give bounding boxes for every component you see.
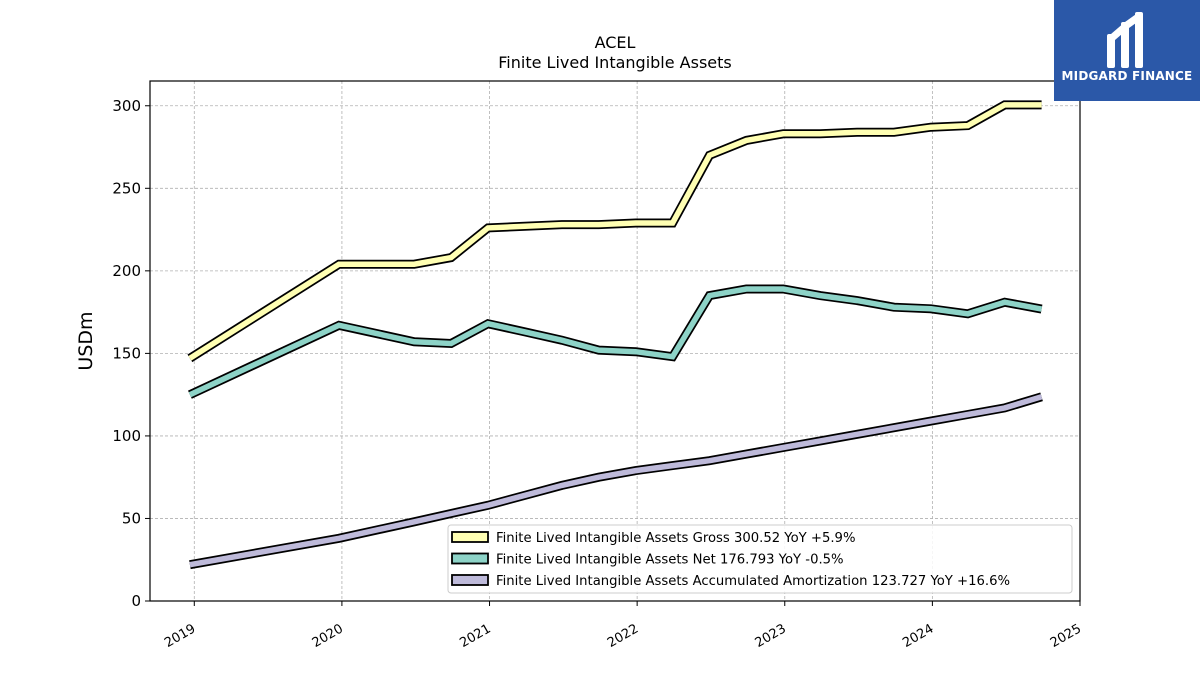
legend-item: Finite Lived Intangible Assets Accumulat… bbox=[451, 574, 1010, 589]
x-tick-label: 2019 bbox=[162, 621, 198, 651]
grid bbox=[150, 81, 1081, 602]
y-tick-label: 250 bbox=[112, 179, 141, 197]
series-line bbox=[188, 102, 1042, 361]
logo-text: MIDGARD FINANCE bbox=[1061, 69, 1193, 83]
legend-label: Finite Lived Intangible Assets Gross 300… bbox=[496, 531, 855, 546]
legend-label: Finite Lived Intangible Assets Net 176.7… bbox=[496, 553, 844, 568]
series-line-outline bbox=[187, 100, 1042, 363]
series-1 bbox=[188, 284, 1043, 399]
series-0 bbox=[187, 100, 1042, 363]
legend-swatch bbox=[451, 531, 489, 543]
x-tick-label: 2022 bbox=[605, 621, 641, 651]
plot-frame bbox=[149, 80, 1081, 602]
y-tick-label: 300 bbox=[112, 97, 141, 115]
legend-item: Finite Lived Intangible Assets Net 176.7… bbox=[451, 552, 844, 568]
chart-subtitle: Finite Lived Intangible Assets bbox=[498, 53, 731, 72]
legend-box bbox=[447, 524, 1073, 594]
legend-swatch bbox=[451, 552, 489, 565]
legend-label: Finite Lived Intangible Assets Accumulat… bbox=[496, 574, 1010, 589]
y-tick-label: 100 bbox=[112, 427, 141, 445]
legend-item: Finite Lived Intangible Assets Gross 300… bbox=[451, 531, 855, 546]
y-tick-label: 150 bbox=[112, 344, 141, 362]
y-tick-label: 50 bbox=[122, 509, 141, 527]
x-tick-label: 2023 bbox=[753, 621, 789, 651]
y-tick-label: 200 bbox=[112, 262, 141, 280]
x-tick-label: 2020 bbox=[310, 621, 346, 651]
x-tick-label: 2024 bbox=[900, 621, 936, 651]
x-tick-label: 2025 bbox=[1048, 621, 1084, 651]
y-tick-label: 0 bbox=[131, 592, 141, 610]
legend-swatch bbox=[451, 574, 489, 586]
series-line-outline bbox=[188, 284, 1043, 399]
x-tick-label: 2021 bbox=[457, 621, 493, 651]
series-2 bbox=[189, 392, 1043, 570]
series-line bbox=[189, 394, 1043, 568]
legend: Finite Lived Intangible Assets Gross 300… bbox=[447, 524, 1073, 594]
series-line bbox=[188, 286, 1043, 398]
y-axis-label: USDm bbox=[75, 311, 97, 370]
series-layer bbox=[187, 100, 1043, 570]
midgard-m-logo-icon bbox=[1107, 12, 1143, 68]
chart-title: ACEL bbox=[595, 33, 636, 52]
midgard-finance-logo: MIDGARD FINANCE bbox=[1054, 0, 1200, 101]
